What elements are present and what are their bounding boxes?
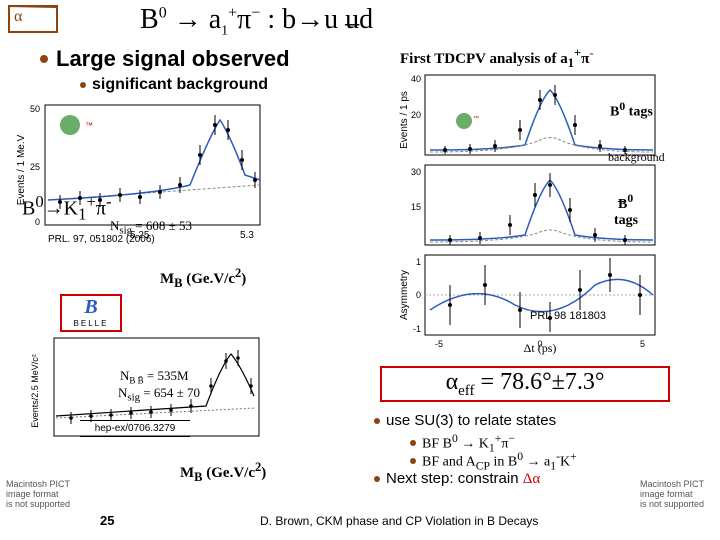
ref-prl97: PRL. 97, 051802 (2006) (48, 234, 155, 245)
mb-axis-2: MB (Ge.V/c2) (180, 460, 266, 485)
bullet-dot-icon (410, 440, 416, 446)
page-number: 25 (100, 513, 114, 528)
svg-text:™: ™ (473, 115, 479, 122)
alpha-eff-box: αeff = 78.6°±7.3° (380, 366, 670, 402)
svg-text:20: 20 (411, 110, 421, 120)
svg-text:5: 5 (640, 339, 645, 349)
bullet-sig-bg: significant background (80, 76, 268, 94)
bullet-text: significant background (92, 76, 268, 94)
bullet-next: Next step: constrain Δα (374, 470, 540, 488)
svg-text:™: ™ (85, 121, 93, 130)
svg-text:5.3: 5.3 (240, 230, 254, 241)
ref-prl98: PRL 98 181803 (530, 310, 606, 322)
bullet-dot-icon (374, 476, 380, 482)
pict-missing-2: Macintosh PICT image format is not suppo… (640, 480, 704, 510)
tdcpv-header: First TDCPV analysis of a1+π- (400, 46, 594, 71)
svg-text:30: 30 (411, 167, 421, 177)
svg-text:Events/2.5 MeV/c²: Events/2.5 MeV/c² (30, 354, 40, 428)
bullet-dot-icon (80, 82, 86, 88)
bullet-dot-icon (374, 418, 380, 424)
bullet-text: Large signal observed (56, 46, 290, 72)
b0-tags-label: B0 tags (610, 100, 653, 121)
footer-text: D. Brown, CKM phase and CP Violation in … (260, 514, 538, 528)
svg-text:0: 0 (537, 339, 542, 349)
svg-text:0: 0 (416, 290, 421, 300)
alpha-symbol: α (14, 8, 22, 26)
babar-logo-small: ™ (455, 112, 479, 135)
svg-text:1: 1 (416, 257, 421, 267)
svg-text:Events / 1 ps: Events / 1 ps (399, 91, 410, 149)
background-label: background (608, 150, 665, 165)
nbb2-label: NB B̄ = 535M (120, 368, 189, 386)
belle-logo: B BELLE (60, 294, 122, 332)
bullet-dot-icon (410, 458, 416, 464)
svg-text:Asymmetry: Asymmetry (399, 270, 410, 320)
decay-label: B0→K1+π- (22, 192, 112, 225)
svg-text:50: 50 (30, 104, 40, 114)
mb-axis-1: MB (Ge.V/c2) (160, 266, 246, 291)
alpha-eff-value: αeff = 78.6°±7.3° (446, 369, 605, 400)
svg-text:-5: -5 (435, 339, 443, 349)
bullet-large-signal: Large signal observed (40, 46, 290, 72)
bullet-dot-icon (40, 55, 48, 63)
bullet-text: Next step: constrain Δα (386, 470, 540, 488)
ref-hepex: hep-ex/0706.3279 (80, 420, 190, 437)
b0bar-tags-label: _B0 tags (618, 192, 638, 229)
svg-text:25: 25 (30, 162, 40, 172)
bullet-text: use SU(3) to relate states (386, 412, 556, 429)
svg-text:-1: -1 (413, 324, 421, 334)
bullet-su3: use SU(3) to relate states (374, 412, 556, 429)
nsig2-label: Nsig = 654 ± 70 (118, 385, 200, 404)
svg-text:15: 15 (411, 202, 421, 212)
pict-missing-1: Macintosh PICT image format is not suppo… (6, 480, 70, 510)
svg-text:40: 40 (411, 74, 421, 84)
page-title: B0 → a1+π− : b→u _ud (140, 4, 373, 40)
